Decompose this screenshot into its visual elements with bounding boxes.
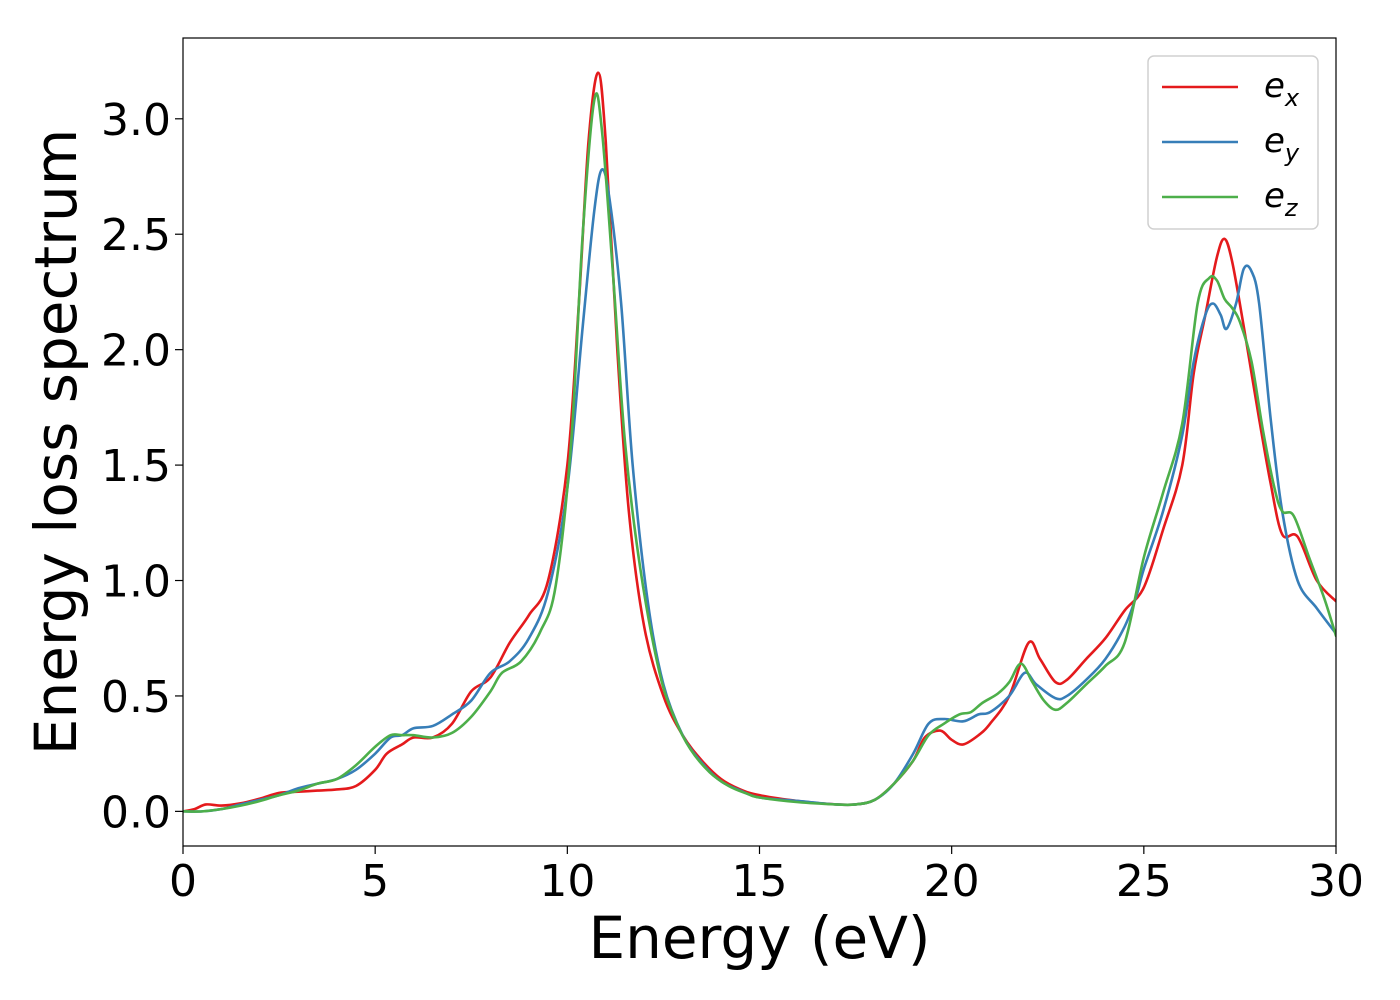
legend-label-e-x: ex [1264,66,1300,112]
y-tick-label: 0.5 [101,672,171,723]
legend-label-subscript: y [1284,139,1300,167]
legend-label-base: e [1264,176,1285,216]
y-axis-title: Energy loss spectrum [22,129,90,755]
x-axis-title: Energy (eV) [588,904,930,972]
legend-label-e-z: ez [1264,176,1299,222]
legend-label-base: e [1264,121,1285,161]
legend-label-base: e [1264,66,1285,106]
y-tick-label: 1.5 [101,441,171,492]
y-tick-label: 2.5 [101,210,171,261]
x-tick-label: 5 [361,856,389,907]
x-tick-label: 15 [732,856,788,907]
y-tick-label: 0.0 [101,787,171,838]
y-axis: 0.0 0.5 1.0 1.5 2.0 2.5 3.0 [101,95,183,838]
legend-label-subscript: x [1284,84,1300,112]
y-tick-label: 1.0 [101,557,171,608]
x-tick-label: 25 [1116,856,1172,907]
x-axis: 0 5 10 15 20 25 30 [169,846,1364,907]
y-tick-label: 3.0 [101,95,171,146]
x-tick-label: 30 [1308,856,1364,907]
x-tick-label: 0 [169,856,197,907]
x-tick-label: 10 [539,856,595,907]
y-tick-label: 2.0 [101,326,171,377]
series-line-e-z [183,92,1336,813]
series-layer [183,71,1336,813]
x-tick-label: 20 [924,856,980,907]
legend-label-e-y: ey [1264,121,1300,167]
legend-label-subscript: z [1284,194,1299,222]
